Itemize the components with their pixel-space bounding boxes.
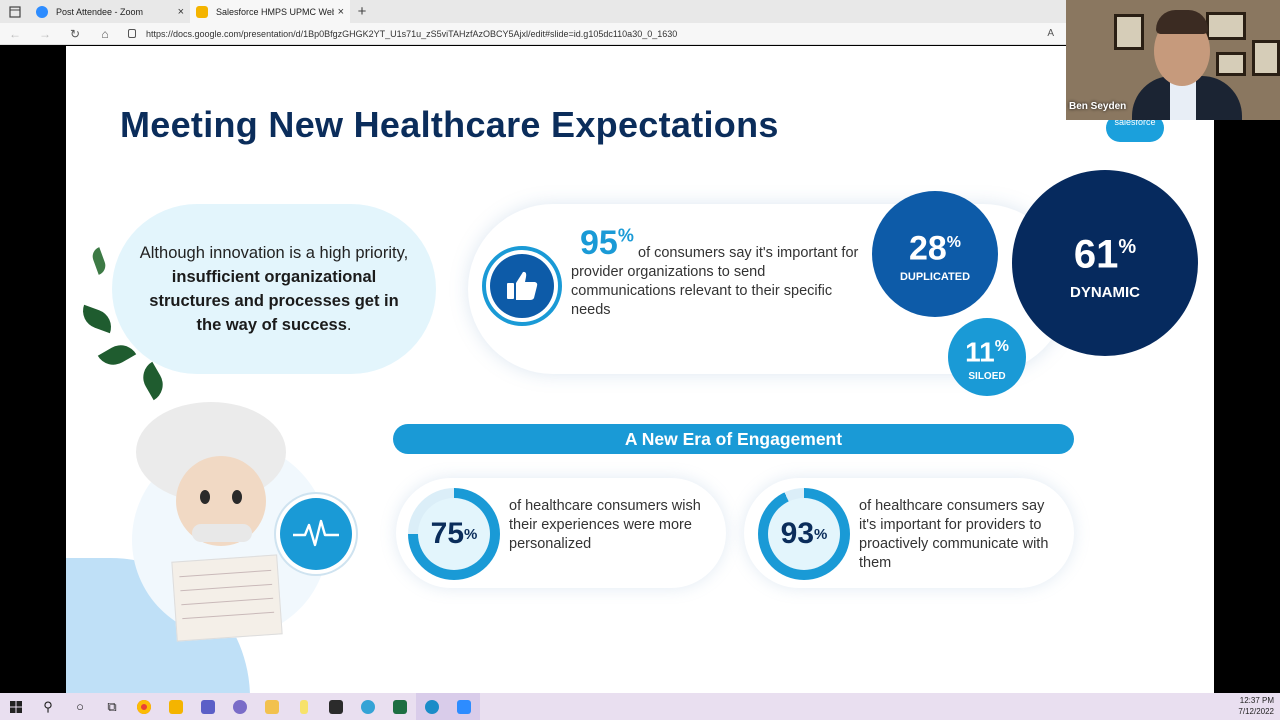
taskbar: ⚲ ○ ⧉ 12:37 PM 7/12/2022 [0,693,1280,720]
percent-sign: % [464,525,478,543]
siloed-circle: 11% SILOED [948,318,1026,396]
address-bar: ← → ↻ ⌂ https://docs.google.com/presenta… [0,23,1066,45]
heartbeat-icon [280,498,352,570]
edge-browser-icon[interactable] [416,693,448,720]
snipping-tool-icon[interactable] [224,693,256,720]
leaf-decoration [97,338,137,372]
einstein-eye [232,490,242,504]
file-explorer-icon[interactable] [256,693,288,720]
speaker-video[interactable]: Ben Seyden [1066,0,1280,120]
system-clock[interactable]: 12:37 PM 7/12/2022 [1238,695,1274,717]
speaker-hair [1156,10,1208,34]
sticky-notes-icon[interactable] [288,693,320,720]
stat-95-value: 95 [580,224,618,262]
quote-bold: insufficient organizational structures a… [149,268,399,334]
duplicated-circle: 28% DUPLICATED [872,191,998,317]
section-banner: A New Era of Engagement [393,424,1074,454]
tab-label: Post Attendee - Zoom [56,6,144,17]
zoom-taskbar-icon[interactable] [448,693,480,720]
dynamic-circle: 61% DYNAMIC [1012,170,1198,356]
new-tab-button[interactable]: + [357,3,367,20]
leaf-decoration [89,247,109,275]
siloed-label: SILOED [968,371,1006,383]
leaf-decoration [77,304,117,334]
percent-sign: % [1118,235,1137,258]
clock-time: 12:37 PM [1239,696,1274,705]
duplicated-label: DUPLICATED [899,270,971,283]
siloed-value: 11 [965,336,995,368]
excel-icon[interactable] [384,693,416,720]
home-icon[interactable]: ⌂ [101,26,109,41]
browser-tab-bar: Post Attendee - Zoom × Salesforce HMPS U… [0,0,1280,23]
chrome-icon[interactable] [128,693,160,720]
thumbs-up-badge [482,246,562,326]
slides-icon [196,5,208,18]
teams-icon[interactable] [192,693,224,720]
back-icon[interactable]: ← [9,26,21,41]
einstein-mustache [192,524,252,542]
close-tab-icon[interactable]: × [337,5,344,18]
stat-75-value: 75 [430,517,465,550]
stat-93-ring: 93% [758,488,850,580]
stat-75-text: of healthcare consumers wish their exper… [509,498,701,552]
slide-title: Meeting New Healthcare Expectations [120,104,779,145]
stat-75-ring: 75% [408,488,500,580]
tab-slides[interactable]: Salesforce HMPS UPMC Webina × [190,0,350,23]
zoom-icon [36,5,48,18]
close-tab-icon[interactable]: × [177,5,184,18]
windows-start-icon[interactable] [0,693,32,720]
tab-zoom[interactable]: Post Attendee - Zoom × [30,0,190,23]
url-field[interactable]: https://docs.google.com/presentation/d/1… [128,29,1047,39]
forward-icon[interactable]: → [39,26,51,41]
percent-sign: % [617,225,634,246]
cortana-icon[interactable]: ○ [76,699,84,714]
percent-sign: % [994,337,1009,355]
wall-frame [1216,52,1246,76]
terminal-icon[interactable] [320,693,352,720]
speaker-shirt [1170,80,1196,120]
refresh-icon[interactable]: ↻ [69,26,81,41]
stat-95-number: 95% [580,224,634,263]
quote-pre: Although innovation is a high priority, [139,244,409,262]
search-icon[interactable]: ⚲ [43,698,53,714]
quote-post: . [346,316,352,334]
media-icon[interactable] [160,693,192,720]
read-aloud-icon[interactable]: A [1047,28,1054,39]
edge-icon[interactable] [352,693,384,720]
quote-text: Although innovation is a high priority, … [139,241,409,337]
dynamic-value: 61 [1073,232,1119,277]
speaker-name: Ben Seyden [1069,101,1127,112]
quote-bubble: Although innovation is a high priority, … [112,204,436,374]
duplicated-value: 28 [908,229,947,268]
wall-frame [1206,12,1246,40]
wall-frame [1114,14,1144,50]
percent-sign: % [946,234,962,252]
task-view-icon[interactable]: ⧉ [107,698,117,714]
presentation-slide: Meeting New Healthcare Expectations sale… [66,46,1214,693]
einstein-eye [200,490,210,504]
tab-label: Salesforce HMPS UPMC Webina [216,6,334,17]
percent-sign: % [814,525,828,543]
clock-date: 7/12/2022 [1238,707,1274,716]
stat-93-text: of healthcare consumers say it's importa… [859,498,1049,571]
url-text: https://docs.google.com/presentation/d/1… [146,28,678,39]
dynamic-label: DYNAMIC [1070,284,1140,302]
lock-icon [128,29,136,38]
tab-actions-icon[interactable] [0,0,30,23]
wall-frame [1252,40,1280,76]
thumbs-up-icon [507,271,538,300]
stat-95-text: of consumers say it's important for prov… [571,245,859,318]
einstein-chart-paper [171,554,283,642]
stat-93-value: 93 [780,517,815,550]
